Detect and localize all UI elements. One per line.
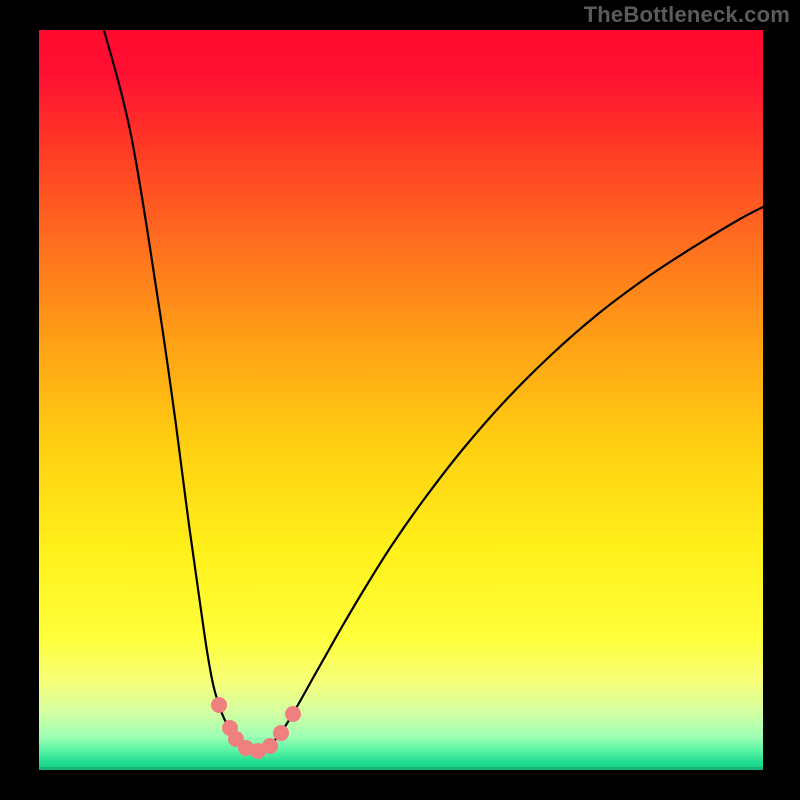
baseline-band xyxy=(39,767,763,770)
chart-container: { "watermark": { "text": "TheBottleneck.… xyxy=(0,0,800,800)
curve-marker xyxy=(286,707,301,722)
watermark-text: TheBottleneck.com xyxy=(584,2,790,28)
curve-marker xyxy=(212,698,227,713)
curve-marker xyxy=(274,726,289,741)
bottleneck-curve-chart xyxy=(0,0,800,800)
curve-marker xyxy=(263,739,278,754)
plot-field xyxy=(39,30,763,770)
